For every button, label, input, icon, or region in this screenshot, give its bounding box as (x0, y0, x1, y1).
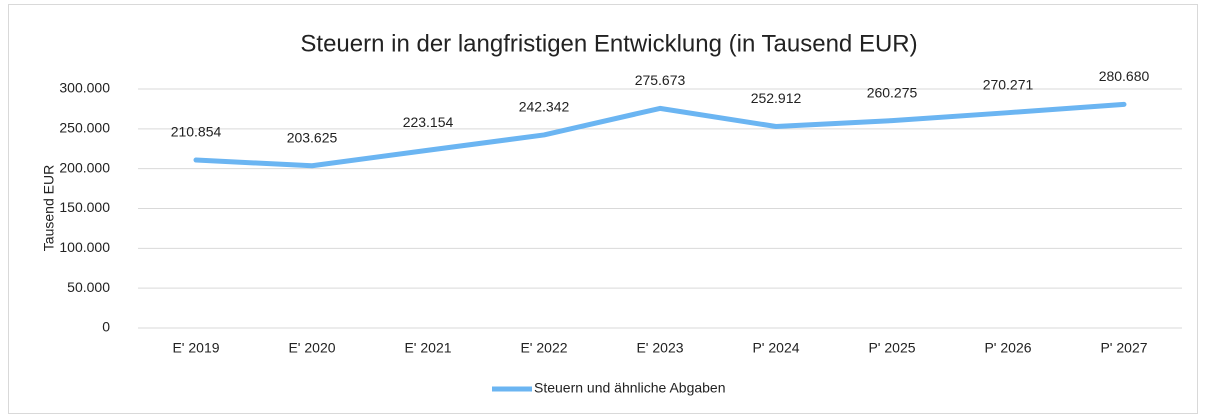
y-tick-label: 100.000 (59, 239, 110, 255)
x-tick-label: E' 2021 (404, 340, 451, 356)
x-tick-label: E' 2020 (288, 340, 335, 356)
y-tick-label: 50.000 (67, 279, 110, 295)
series-line (193, 101, 1127, 169)
data-label: 260.275 (867, 84, 918, 100)
data-label: 280.680 (1099, 68, 1150, 84)
data-label: 242.342 (519, 99, 570, 115)
y-tick-label: 150.000 (59, 199, 110, 215)
y-tick-label: 300.000 (59, 80, 110, 96)
y-tick-label: 250.000 (59, 120, 110, 136)
data-label: 203.625 (287, 129, 338, 145)
x-tick-label: E' 2019 (172, 340, 219, 356)
x-tick-label: E' 2022 (520, 340, 567, 356)
y-tick-label: 0 (102, 319, 110, 335)
data-label: 275.673 (635, 72, 686, 88)
data-label: 252.912 (751, 90, 802, 106)
x-tick-label: P' 2027 (1100, 340, 1147, 356)
chart-title: Steuern in der langfristigen Entwicklung… (300, 30, 917, 57)
x-tick-label: P' 2024 (752, 340, 799, 356)
data-label: 270.271 (983, 76, 1034, 92)
legend-label: Steuern und ähnliche Abgaben (534, 380, 726, 396)
x-tick-label: P' 2025 (868, 340, 915, 356)
x-tick-label: E' 2023 (636, 340, 683, 356)
x-tick-label: P' 2026 (984, 340, 1031, 356)
y-tick-label: 200.000 (59, 159, 110, 175)
data-label: 210.854 (171, 124, 222, 140)
data-label: 223.154 (403, 114, 454, 130)
y-axis-label: Tausend EUR (41, 165, 57, 251)
